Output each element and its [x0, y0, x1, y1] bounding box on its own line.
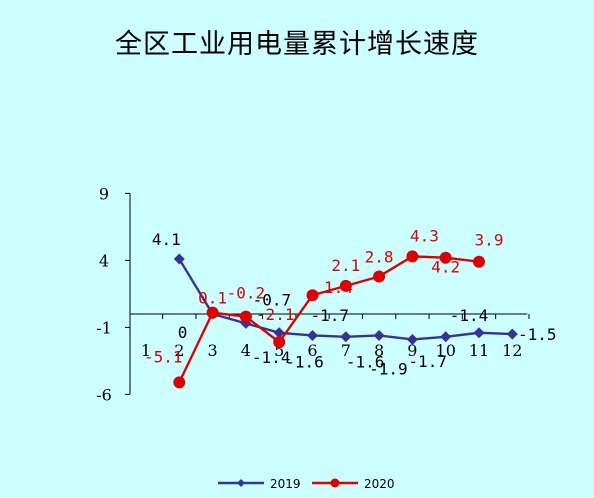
data-label-2019-3: 0 — [178, 323, 188, 342]
data-label-2019-4: -0.7 — [253, 290, 292, 309]
point-2020-5 — [273, 336, 286, 349]
data-label-2019-8: -1.6 — [346, 352, 385, 371]
point-2020-9 — [406, 250, 419, 263]
data-label-2020-3: 0.1 — [198, 289, 227, 308]
data-label-2020-2: -5.1 — [144, 347, 183, 366]
data-label-2020-11: 3.9 — [475, 231, 504, 250]
point-2019-9 — [406, 333, 418, 345]
data-label-2020-10: 4.2 — [431, 258, 460, 277]
point-2020-3 — [206, 306, 219, 319]
data-label-2019-7: -1.7 — [311, 306, 350, 325]
point-2020-4 — [239, 310, 252, 323]
legend-marker-2019 — [237, 479, 245, 487]
y-tick-label: 4 — [99, 251, 109, 270]
data-label-2020-4: -0.2 — [227, 284, 266, 303]
x-tick-label: 9 — [407, 341, 417, 360]
point-2019-7 — [340, 331, 352, 343]
data-label-2020-7: 2.1 — [331, 256, 360, 275]
data-label-2019-6: -1.6 — [285, 352, 324, 371]
chart-title: 全区工业用电量累计增长速度 — [115, 29, 479, 60]
point-2020-7 — [339, 279, 352, 292]
x-tick-label: 5 — [274, 341, 284, 360]
x-tick-label: 8 — [374, 341, 384, 360]
x-tick-label: 4 — [241, 341, 251, 360]
data-label-2019-11: -1.4 — [450, 306, 489, 325]
x-tick-label: 6 — [307, 341, 317, 360]
data-label-2020-9: 4.3 — [410, 226, 439, 245]
data-label-2019-10: -1.7 — [408, 352, 447, 371]
point-2019-10 — [440, 331, 452, 343]
x-tick-label: 1 — [141, 341, 151, 360]
point-2020-8 — [373, 270, 386, 283]
x-tick-label: 2 — [174, 341, 184, 360]
x-tick-label: 7 — [341, 341, 351, 360]
y-tick-label: -6 — [96, 385, 112, 404]
y-tick-label: 9 — [99, 184, 109, 203]
point-2020-6 — [306, 289, 319, 302]
point-2020-10 — [439, 251, 452, 264]
point-2019-12 — [506, 328, 518, 340]
point-2019-11 — [473, 327, 485, 339]
x-tick-label: 10 — [436, 341, 456, 360]
data-label-2020-6: 1.4 — [324, 278, 353, 297]
x-tick-label: 12 — [502, 341, 522, 360]
legend-marker-2020 — [330, 478, 340, 488]
point-2020-2 — [173, 376, 186, 389]
data-label-2020-8: 2.8 — [365, 247, 394, 266]
data-label-2019-12: -1.5 — [518, 325, 557, 344]
x-tick-label: 3 — [208, 341, 218, 360]
legend-label-2020: 2020 — [364, 477, 395, 491]
x-tick-label: 11 — [469, 341, 489, 360]
point-2019-5 — [273, 327, 285, 339]
point-2020-11 — [473, 255, 485, 268]
y-tick-label: -1 — [96, 318, 112, 337]
point-2019-2 — [173, 253, 185, 265]
data-label-2019-9: -1.9 — [369, 359, 408, 378]
data-label-2019-5: -1.4 — [252, 348, 291, 367]
point-2019-8 — [373, 329, 385, 341]
data-label-2019-2: 4.1 — [152, 230, 181, 249]
point-2019-6 — [307, 329, 318, 341]
data-label-2020-5: -2.1 — [256, 305, 295, 324]
legend-label-2019: 2019 — [270, 477, 301, 491]
series-line-2020 — [178, 255, 480, 383]
